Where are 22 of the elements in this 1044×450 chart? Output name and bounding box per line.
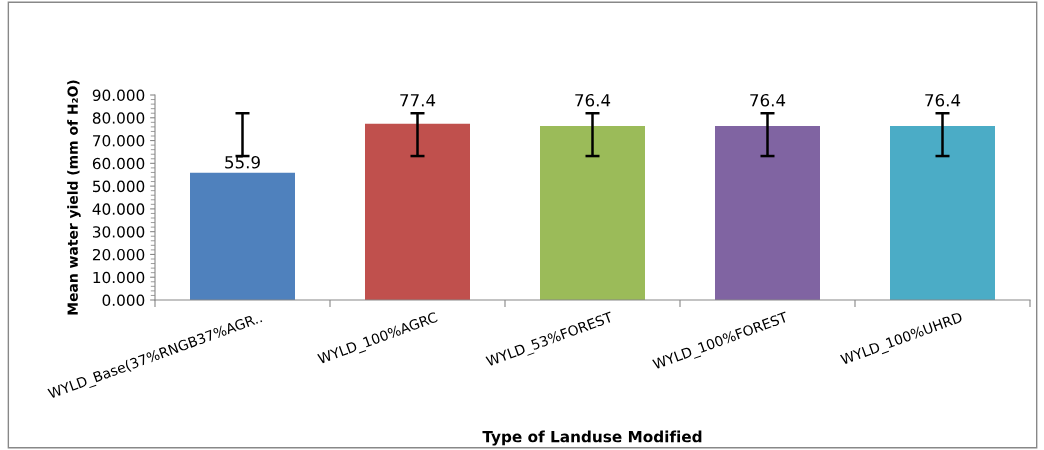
y-tick-label: 90.000 bbox=[92, 89, 145, 102]
bar bbox=[890, 125, 995, 300]
data-label: 77.4 bbox=[400, 94, 436, 107]
y-tick-label: 70.000 bbox=[93, 135, 145, 147]
bar bbox=[365, 123, 470, 300]
data-label: 76.4 bbox=[575, 93, 611, 107]
y-tick-label: 0.000 bbox=[102, 294, 145, 307]
bar bbox=[190, 172, 295, 300]
y-tick-label: 80.000 bbox=[92, 112, 145, 124]
data-label: 76.4 bbox=[925, 93, 961, 107]
y-tick-label: 30.000 bbox=[92, 226, 145, 238]
y-tick-label: 10.000 bbox=[93, 271, 145, 284]
bar bbox=[715, 125, 820, 300]
data-label: 76.4 bbox=[750, 93, 786, 107]
y-tick-label: 60.000 bbox=[92, 157, 145, 170]
x-axis-title: Type of Landuse Modified bbox=[482, 430, 702, 446]
y-tick-label: 50.000 bbox=[93, 180, 145, 193]
y-axis-title: Mean water yield (mm of H₂O) bbox=[67, 80, 81, 315]
y-tick-label: 40.000 bbox=[92, 203, 145, 215]
y-tick-label: 20.000 bbox=[92, 248, 145, 261]
data-label: 55.9 bbox=[225, 155, 260, 169]
bar bbox=[540, 125, 645, 300]
